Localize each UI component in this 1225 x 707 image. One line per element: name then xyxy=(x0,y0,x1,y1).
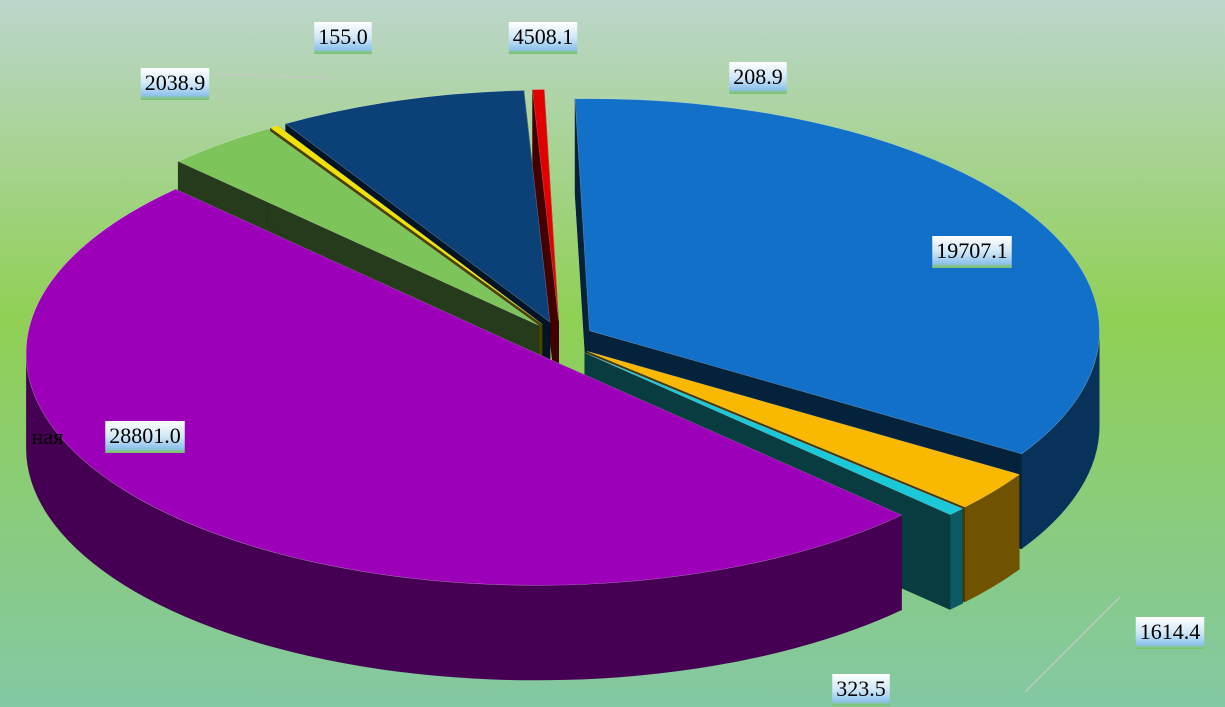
data-label: 28801.0 xyxy=(109,423,181,448)
label-box xyxy=(314,22,372,54)
slice-side xyxy=(964,474,1020,603)
leader-line xyxy=(1024,596,1121,693)
slice xyxy=(25,188,903,586)
slice-side xyxy=(950,508,963,610)
data-label: 208.9 xyxy=(733,64,783,89)
slice xyxy=(532,89,559,417)
slice xyxy=(574,98,1100,455)
category-label: ная xyxy=(32,424,64,449)
data-label: 155.0 xyxy=(318,24,368,49)
data-label: 4508.1 xyxy=(513,24,574,49)
slice xyxy=(586,351,1020,508)
slice xyxy=(177,128,539,326)
data-label: 323.5 xyxy=(836,676,886,701)
data-label: 1614.4 xyxy=(1140,619,1201,644)
slice xyxy=(532,89,559,322)
data-label: 19707.1 xyxy=(936,238,1008,263)
slice xyxy=(584,352,964,515)
slice-side xyxy=(1021,330,1100,549)
leader-line xyxy=(212,73,331,79)
slice xyxy=(269,125,543,325)
label-box xyxy=(1135,617,1205,649)
label-box xyxy=(508,22,578,54)
data-label: 2038.9 xyxy=(145,70,206,95)
slice xyxy=(284,90,551,323)
label-box xyxy=(832,674,890,706)
label-box xyxy=(932,236,1012,268)
label-box xyxy=(140,68,210,100)
slice xyxy=(25,188,903,681)
label-box xyxy=(105,421,185,453)
slice-side xyxy=(26,353,902,681)
label-box xyxy=(729,62,787,94)
